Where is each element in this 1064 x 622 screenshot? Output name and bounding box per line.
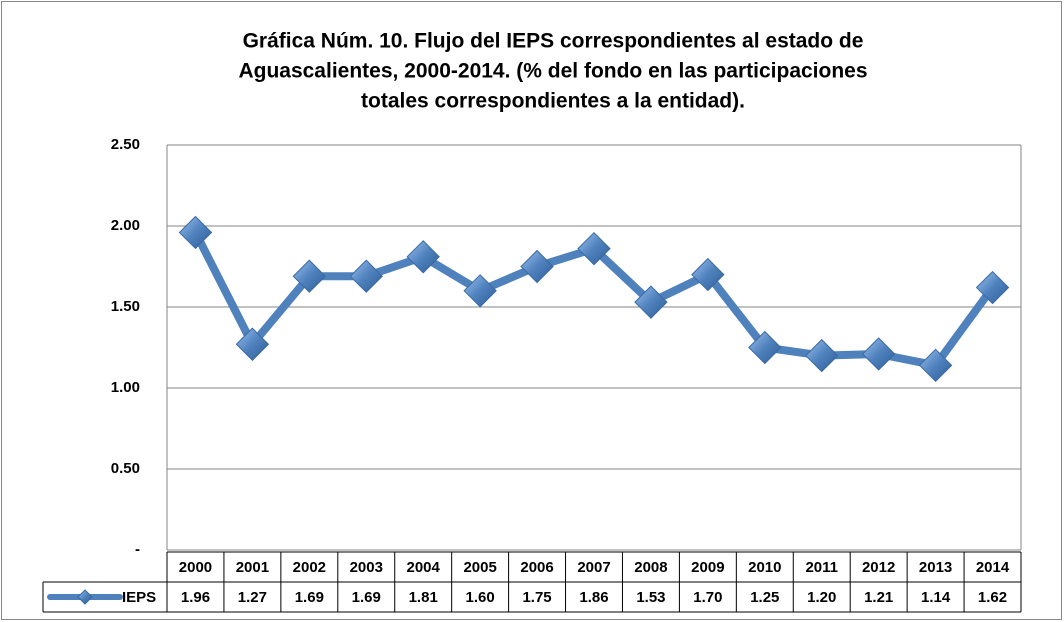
point-marker (634, 285, 668, 319)
x-tick-label: 2009 (691, 559, 724, 576)
x-tick-label: 2007 (577, 559, 610, 576)
point-marker (463, 274, 497, 308)
point-marker (292, 259, 327, 293)
chart-title: totales correspondientes a la entidad). (361, 90, 745, 113)
table-value: 1.53 (636, 589, 665, 606)
x-tick-label: 2006 (520, 559, 553, 576)
table-value: 1.62 (978, 589, 1007, 606)
x-tick-label: 2014 (976, 559, 1010, 576)
x-tick-label: 2004 (407, 559, 441, 576)
table-value: 1.96 (181, 589, 210, 606)
x-tick-label: 2012 (862, 559, 895, 576)
table-value: 1.69 (295, 589, 324, 606)
x-tick-label: 2001 (236, 559, 269, 576)
x-tick-label: 2003 (350, 559, 383, 576)
y-tick-label: 1.00 (111, 379, 140, 396)
chart-title: Aguascalientes, 2000-2014. (% del fondo … (238, 60, 867, 83)
x-tick-label: 2013 (919, 559, 952, 576)
y-tick-label: 1.50 (111, 298, 140, 315)
table-value: 1.27 (238, 589, 267, 606)
y-tick-label: 2.00 (111, 217, 140, 234)
x-tick-label: 2010 (748, 559, 781, 576)
point-marker (805, 338, 839, 373)
table-value: 1.14 (921, 589, 951, 606)
x-tick-label: 2011 (805, 559, 838, 576)
point-marker (178, 215, 213, 250)
point-marker (975, 270, 1010, 305)
point-marker (349, 259, 383, 293)
point-marker (861, 337, 896, 371)
y-tick-label: 2.50 (111, 136, 140, 153)
point-marker (577, 231, 611, 266)
point-marker (406, 240, 440, 274)
table-value: 1.20 (807, 589, 836, 606)
legend-marker (77, 589, 93, 605)
table-value: 1.86 (579, 589, 608, 606)
table-value: 1.60 (466, 589, 495, 606)
y-tick-label: - (135, 541, 140, 558)
point-marker (918, 348, 953, 383)
point-marker (235, 327, 270, 361)
x-tick-label: 2008 (634, 559, 667, 576)
table-value: 1.25 (750, 589, 779, 606)
table-value: 1.70 (693, 589, 722, 606)
x-tick-label: 2000 (179, 559, 212, 576)
point-marker (520, 249, 554, 284)
point-marker (748, 330, 782, 365)
y-tick-label: 0.50 (111, 460, 140, 477)
point-marker (691, 257, 725, 292)
table-value: 1.75 (522, 589, 551, 606)
legend-label: IEPS (122, 589, 156, 606)
x-tick-label: 2005 (463, 559, 496, 576)
chart-title: Gráfica Núm. 10. Flujo del IEPS correspo… (243, 30, 864, 53)
table-value: 1.21 (864, 589, 893, 606)
x-tick-label: 2002 (293, 559, 326, 576)
table-value: 1.81 (409, 589, 438, 606)
table-value: 1.69 (352, 589, 381, 606)
